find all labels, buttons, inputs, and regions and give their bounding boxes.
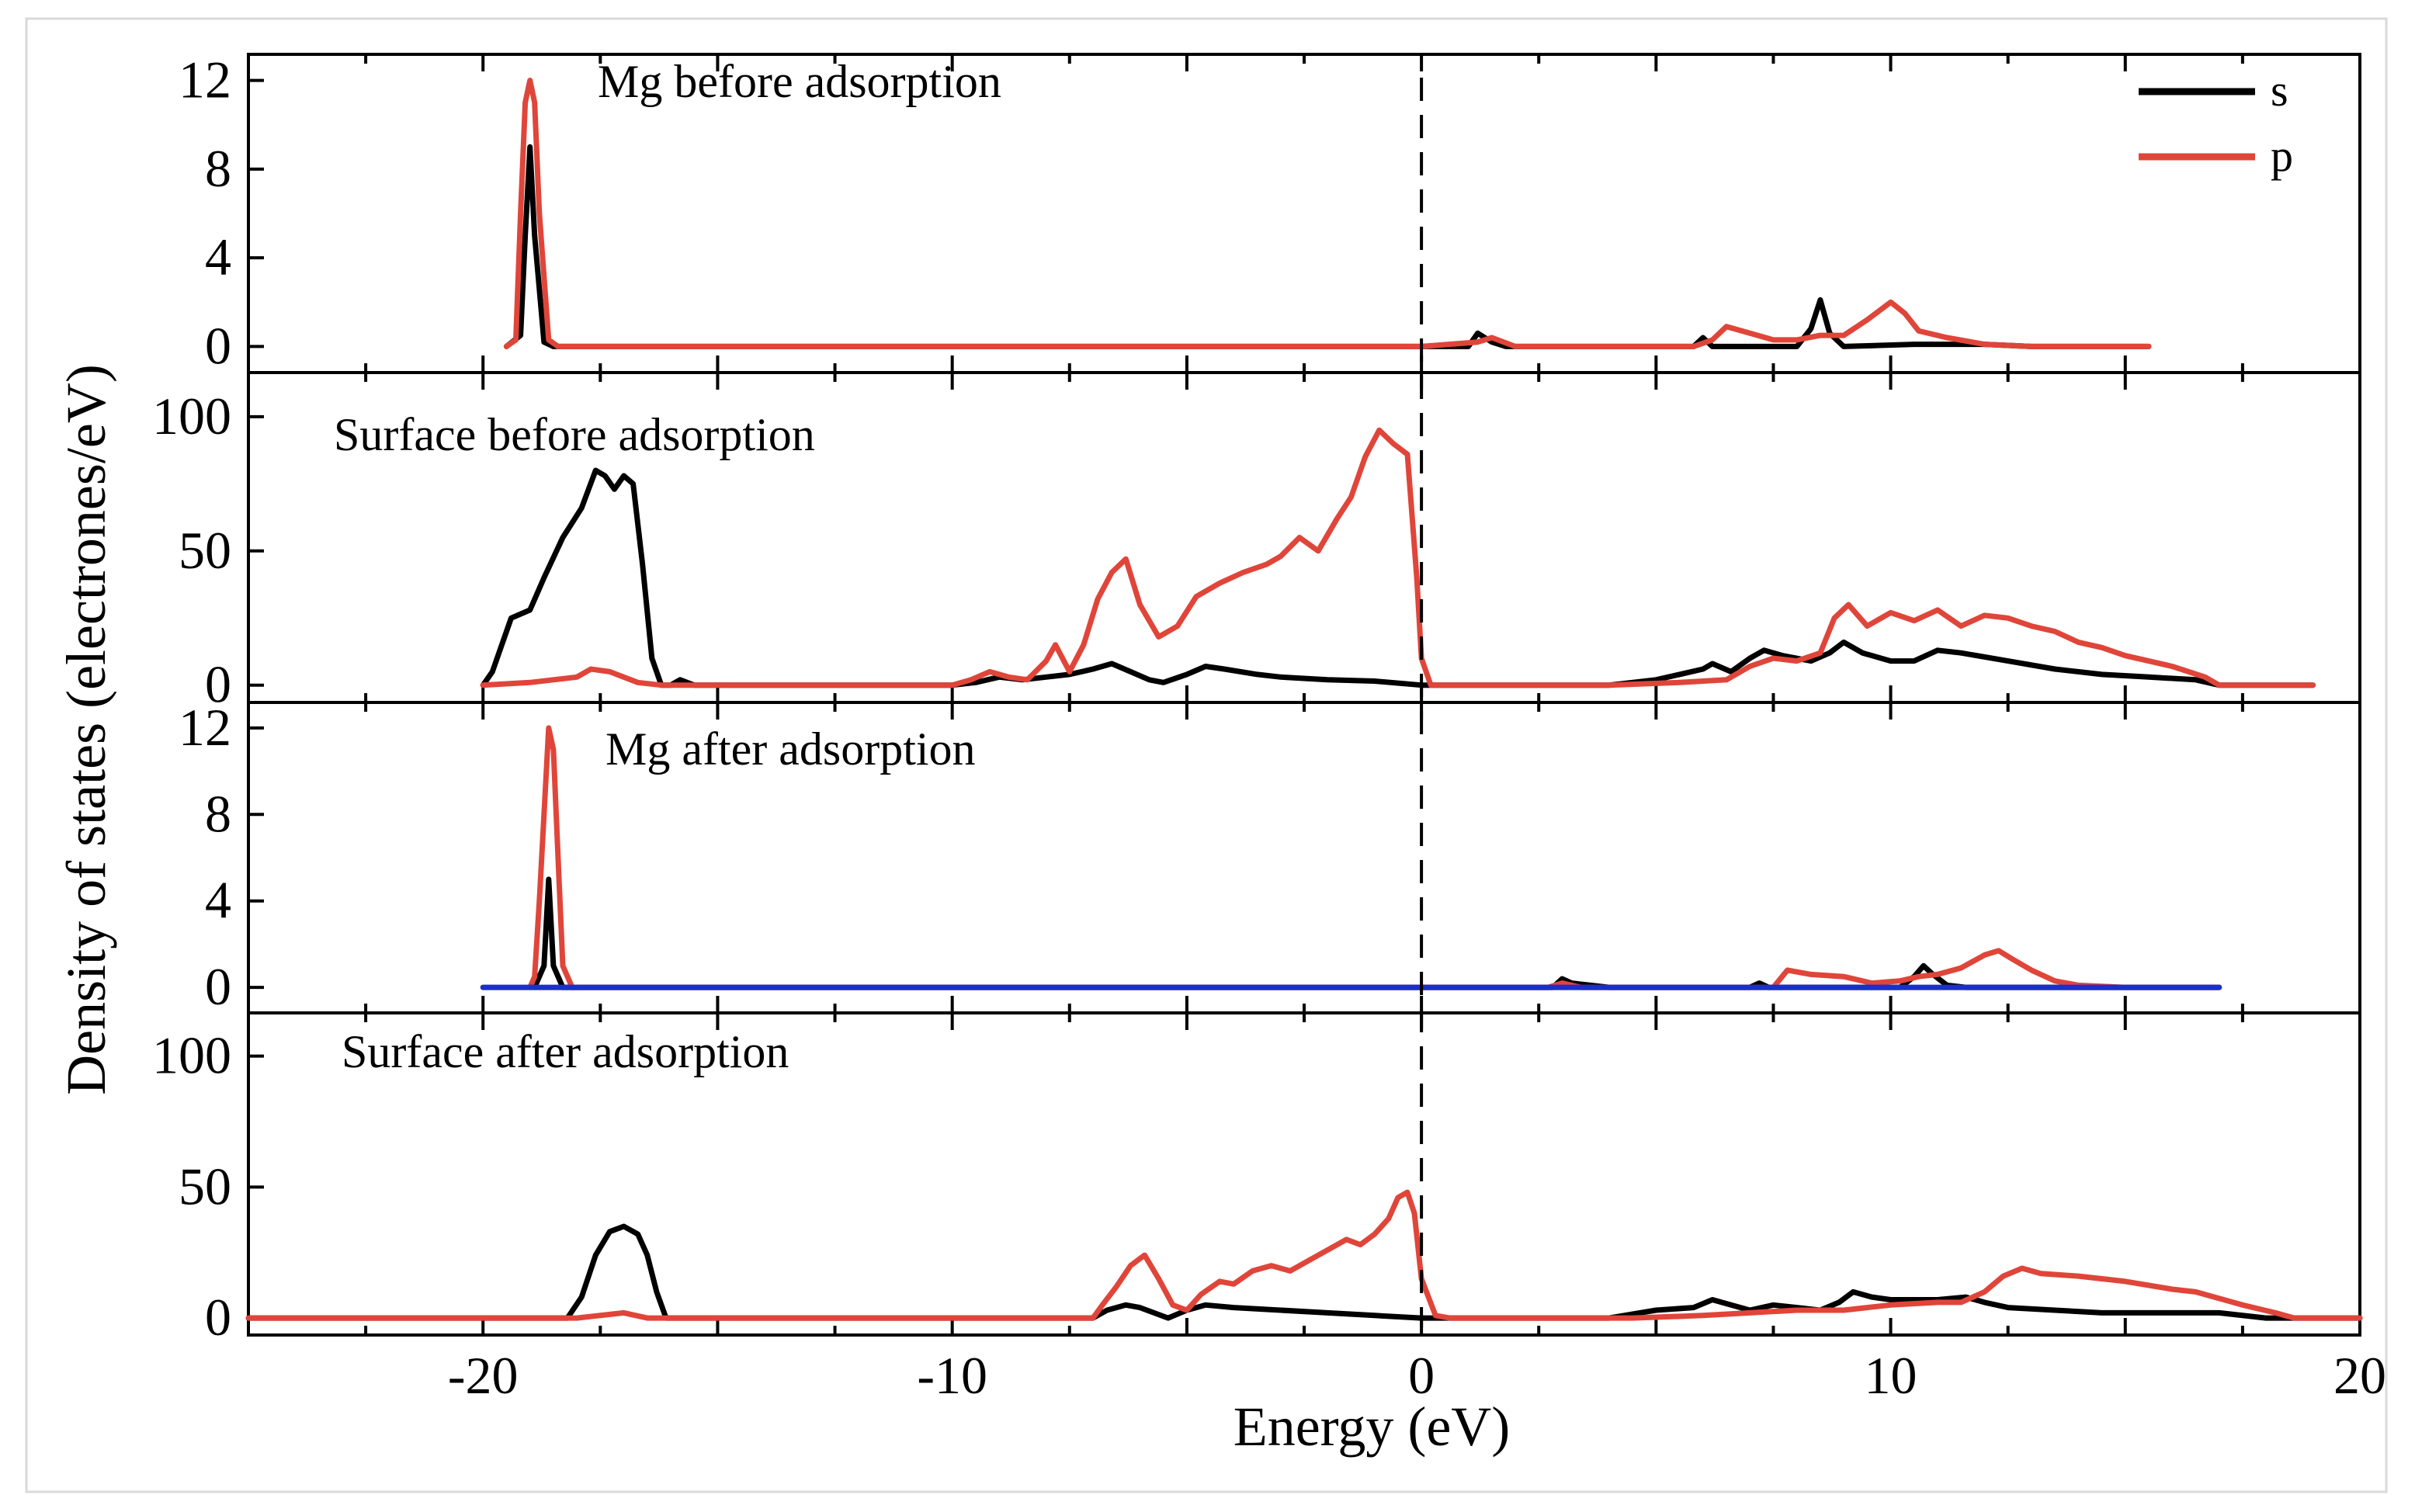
series-p-line (503, 78, 2152, 349)
x-tick-label: 0 (1408, 1346, 1435, 1405)
y-tick-label: 0 (205, 655, 231, 714)
panel-title: Surface after adsorption (342, 1026, 789, 1077)
panel-1: 0 4 8 12 Mg before adsorption (179, 50, 2361, 375)
legend-label-p: p (2271, 130, 2293, 181)
figure-frame (25, 17, 2388, 1493)
series-p-line (527, 725, 2222, 990)
panel-title: Mg before adsorption (598, 56, 1001, 107)
panel-4: 0 50 100 Surface after adsorption (152, 1011, 2363, 1347)
legend: sp (2139, 65, 2293, 181)
y-axis-label: Density of states (electrones/eV) (55, 364, 117, 1095)
panels-group: 0 4 8 12 Mg before adsorption 0 50 100 Surface b… (152, 50, 2363, 1347)
series-p-line (245, 1189, 2363, 1321)
x-tick-label: 10 (1865, 1346, 1917, 1405)
legend-label-s: s (2271, 65, 2288, 116)
y-tick-label: 0 (205, 957, 231, 1016)
y-tick-label: 50 (179, 521, 231, 580)
y-tick-label: 4 (205, 227, 231, 286)
y-tick-label: 12 (179, 698, 231, 757)
y-tick-label: 8 (205, 784, 231, 843)
panel-title: Surface before adsorption (334, 409, 815, 460)
panel-2: 0 50 100 Surface before adsorption (152, 371, 2361, 714)
y-tick-label: 0 (205, 316, 231, 375)
series-s-line (503, 144, 2152, 349)
x-axis: -20 -10 0 10 20 (448, 1346, 2386, 1405)
y-tick-label: 0 (205, 1288, 231, 1347)
y-tick-label: 100 (152, 1026, 231, 1085)
x-axis-label: Energy (eV) (1234, 1396, 1511, 1458)
y-tick-label: 50 (179, 1157, 231, 1215)
series-p-line (480, 427, 2316, 688)
y-tick-label: 4 (205, 871, 231, 930)
x-tick-label: -20 (448, 1346, 519, 1405)
panel-title: Mg after adsorption (605, 723, 976, 775)
series-s-line (532, 876, 2222, 990)
y-tick-label: 12 (179, 50, 231, 109)
panel-3: 0 4 8 12 Mg after adsorption (179, 698, 2361, 1016)
series-s-line (480, 467, 2316, 688)
y-tick-label: 8 (205, 139, 231, 198)
x-tick-label: 20 (2333, 1346, 2386, 1405)
panel-frame (247, 53, 2361, 374)
x-tick-label: -10 (917, 1346, 987, 1405)
y-tick-label: 100 (152, 387, 231, 446)
